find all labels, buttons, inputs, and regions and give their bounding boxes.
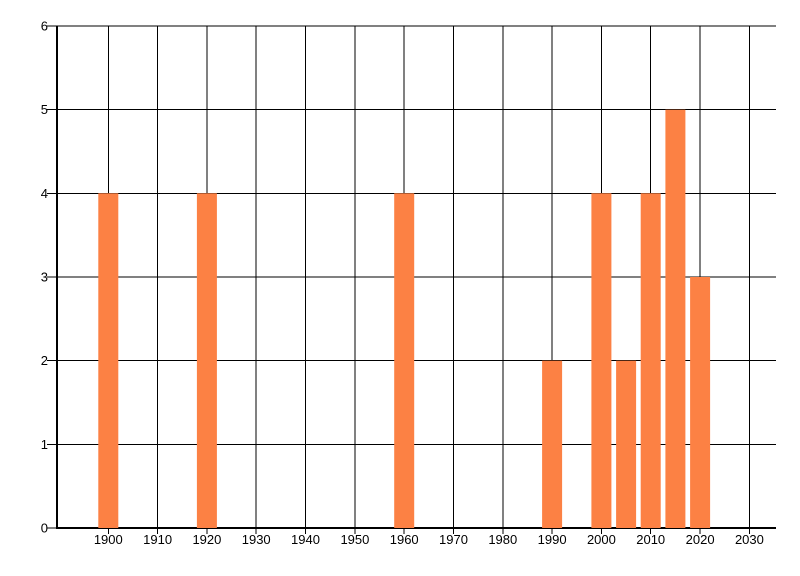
y-axis-tick-label: 6 (41, 19, 48, 34)
bar-2010 (640, 193, 661, 529)
y-axis-tick-label: 3 (41, 270, 48, 285)
x-axis-tick-label: 1900 (94, 532, 123, 547)
bar-2005 (616, 360, 637, 528)
x-axis-tick-label: 2030 (735, 532, 764, 547)
bar-1990 (542, 360, 563, 528)
bar-2020 (690, 277, 711, 528)
x-axis-tick-label: 1950 (340, 532, 369, 547)
x-axis-tick-label: 1990 (538, 532, 567, 547)
bar-1960 (394, 193, 415, 529)
x-axis-tick-label: 1940 (291, 532, 320, 547)
bar-2000 (591, 193, 612, 529)
y-axis-tick-label: 2 (41, 353, 48, 368)
x-axis-tick-label: 1930 (242, 532, 271, 547)
x-axis-tick-label: 1970 (439, 532, 468, 547)
x-axis-tick-label: 2020 (686, 532, 715, 547)
bar-2015 (665, 109, 686, 528)
x-axis-tick-label: 1960 (390, 532, 419, 547)
x-axis-tick-label: 2000 (587, 532, 616, 547)
bar-1900 (98, 193, 119, 529)
y-axis-tick-label: 5 (41, 102, 48, 117)
y-axis-tick-label: 0 (41, 521, 48, 536)
x-axis-tick-label: 1920 (192, 532, 221, 547)
bar-1920 (196, 193, 217, 529)
x-axis-tick-label: 1910 (143, 532, 172, 547)
x-axis-tick-label: 1980 (488, 532, 517, 547)
y-axis-tick-label: 1 (41, 437, 48, 452)
x-axis-tick-label: 2010 (636, 532, 665, 547)
y-axis-tick-label: 4 (41, 186, 48, 201)
